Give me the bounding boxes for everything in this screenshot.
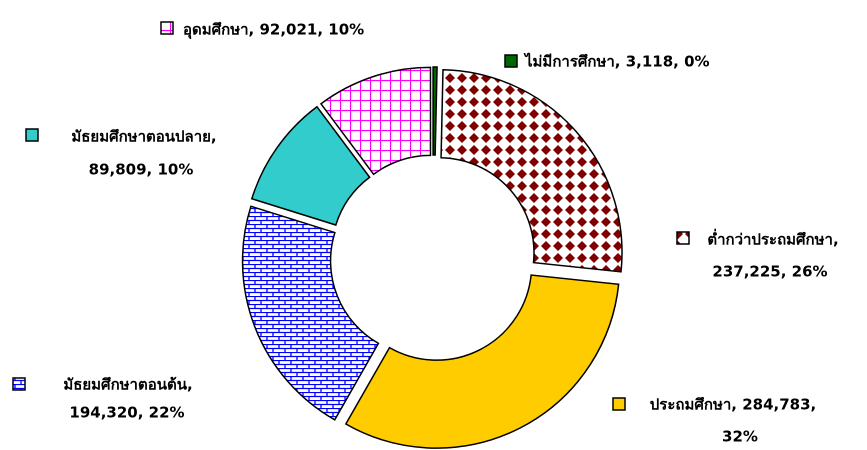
donut-slice <box>432 66 438 156</box>
data-label-text: มัธยมศึกษาตอนต้น, <box>63 376 192 394</box>
donut-slice <box>440 68 623 273</box>
data-label-text: 32% <box>722 428 758 446</box>
legend-swatch <box>12 377 26 391</box>
data-label: อุดมศึกษา, 92,021, 10% <box>160 21 364 40</box>
data-label-text: ประถมศึกษา, 284,783, <box>650 396 816 414</box>
data-label-text: 237,225, 26% <box>712 263 827 281</box>
legend-swatch <box>612 397 626 411</box>
legend-swatch <box>504 54 518 68</box>
legend-swatch <box>676 231 690 245</box>
data-label-text: ไม่มีการศึกษา, 3,118, 0% <box>523 52 710 71</box>
data-label: ต่ำกว่าประถมศึกษา, 237,225, 26% <box>676 229 839 281</box>
data-label-text: มัธยมศึกษาตอนปลาย, <box>71 128 216 146</box>
data-label: มัธยมศึกษาตอนต้น, 194,320, 22% <box>12 376 193 422</box>
data-label: มัธยมศึกษาตอนปลาย, 89,809, 10% <box>25 128 217 179</box>
data-label-text: 194,320, 22% <box>69 404 184 422</box>
donut-slice <box>344 274 620 449</box>
legend-swatch <box>25 128 39 142</box>
data-label-text: อุดมศึกษา, 92,021, 10% <box>183 21 364 40</box>
donut-slice <box>241 205 380 421</box>
data-label-text: 89,809, 10% <box>89 161 194 179</box>
data-label-text: ต่ำกว่าประถมศึกษา, <box>707 229 838 249</box>
donut-slice <box>250 105 371 226</box>
data-label: ไม่มีการศึกษา, 3,118, 0% <box>504 52 710 71</box>
data-label: ประถมศึกษา, 284,783, 32% <box>612 396 816 446</box>
donut-slice <box>319 66 432 176</box>
legend-swatch <box>160 21 174 35</box>
